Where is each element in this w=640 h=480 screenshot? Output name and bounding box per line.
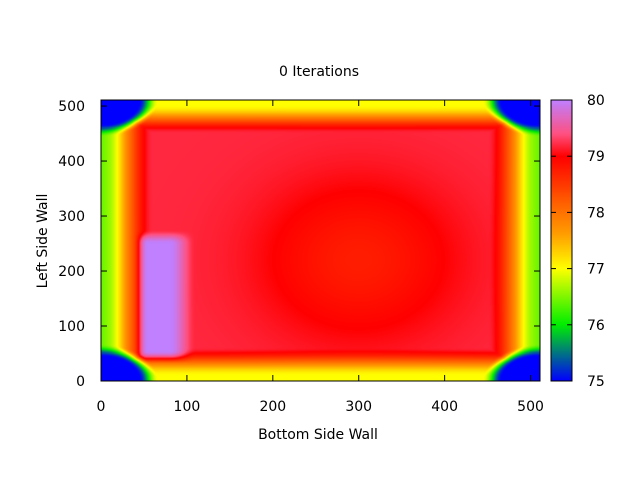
y-tick-label: 100 — [58, 319, 85, 335]
y-axis-title: Left Side Wall — [35, 194, 51, 289]
x-tick-label: 300 — [345, 399, 372, 415]
heatmap-area — [100, 99, 541, 382]
colorbar: 75 76 77 78 79 80 — [550, 93, 605, 390]
chart-title: 0 Iterations — [279, 64, 359, 80]
colorbar-frame — [550, 99, 573, 382]
y-axis: 0 100 200 300 400 500 — [58, 99, 540, 390]
x-tick-label: 0 — [97, 399, 106, 415]
colorbar-tick-label: 80 — [587, 93, 605, 109]
colorbar-gradient — [551, 100, 572, 381]
colorbar-tick-label: 77 — [587, 262, 605, 278]
colorbar-ticks: 75 76 77 78 79 80 — [551, 93, 605, 390]
colorbar-tick-label: 76 — [587, 318, 605, 334]
x-axis: 0 100 200 300 400 500 — [97, 100, 544, 415]
x-tick-label: 500 — [517, 399, 544, 415]
x-tick-label: 400 — [431, 399, 458, 415]
y-tick-label: 500 — [58, 99, 85, 115]
x-tick-label: 100 — [174, 399, 201, 415]
y-tick-label: 200 — [58, 264, 85, 280]
colorbar-tick-label: 75 — [587, 374, 605, 390]
x-axis-title: Bottom Side Wall — [258, 427, 378, 443]
y-tick-label: 400 — [58, 154, 85, 170]
y-tick-label: 0 — [76, 374, 85, 390]
x-tick-label: 200 — [259, 399, 286, 415]
colorbar-tick-label: 79 — [587, 149, 605, 165]
colorbar-tick-label: 78 — [587, 205, 605, 221]
plot-frame — [100, 99, 541, 382]
heatmap-canvas — [101, 100, 540, 381]
y-tick-label: 300 — [58, 209, 85, 225]
